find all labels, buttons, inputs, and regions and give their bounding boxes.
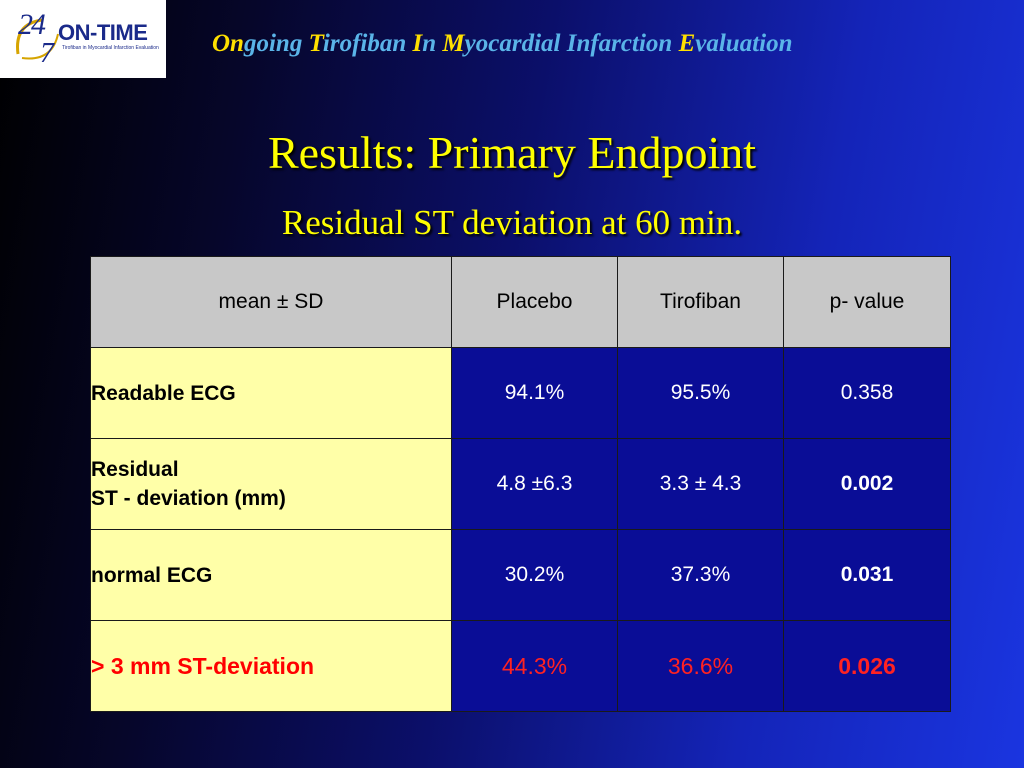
acronym-rest: n — [422, 30, 443, 57]
acronym-rest: going — [243, 30, 309, 57]
acronym-rest: yocardial Infarction — [464, 30, 679, 57]
row-label: > 3 mm ST-deviation — [90, 620, 452, 712]
header-measure: mean ± SD — [90, 256, 452, 348]
logo-number-7: 7 — [40, 38, 54, 69]
logo-name: ON-TIME — [58, 20, 148, 45]
placebo-value: 4.8 ±6.3 — [451, 438, 618, 530]
study-acronym-title: Ongoing Tirofiban In Myocardial Infarcti… — [212, 30, 793, 58]
table-row: normal ECG 30.2% 37.3% 0.031 — [90, 529, 951, 621]
table-row-highlighted: > 3 mm ST-deviation 44.3% 36.6% 0.026 — [90, 620, 951, 712]
placebo-value: 94.1% — [451, 347, 618, 439]
on-time-logo: 24 7 ON-TIME Tirofiban in Myocardial Inf… — [0, 0, 166, 78]
results-table: mean ± SD Placebo Tirofiban p- value Rea… — [90, 256, 951, 712]
p-value: 0.002 — [783, 438, 951, 530]
row-label-line1: Residual — [91, 458, 179, 481]
row-label-line2: ST - deviation (mm) — [91, 487, 286, 510]
tirofiban-value: 37.3% — [617, 529, 784, 621]
tirofiban-value: 95.5% — [617, 347, 784, 439]
tirofiban-value: 36.6% — [617, 620, 784, 712]
acronym-letter: E — [678, 30, 696, 57]
logo-tagline: Tirofiban in Myocardial Infarction Evalu… — [62, 45, 159, 51]
p-value: 0.358 — [783, 347, 951, 439]
acronym-letter: On — [212, 30, 244, 57]
acronym-letter: T — [308, 30, 323, 57]
row-label: Readable ECG — [90, 347, 452, 439]
table-row: Readable ECG 94.1% 95.5% 0.358 — [90, 347, 951, 439]
table-row: Residual ST - deviation (mm) 4.8 ±6.3 3.3… — [90, 438, 951, 530]
p-value: 0.026 — [783, 620, 951, 712]
acronym-letter: I — [412, 30, 423, 57]
placebo-value: 30.2% — [451, 529, 618, 621]
row-label-line1: Readable ECG — [91, 381, 236, 405]
logo-number-24: 24 — [18, 8, 46, 41]
header-tirofiban: Tirofiban — [617, 256, 784, 348]
row-label-line1: > 3 mm ST-deviation — [91, 652, 315, 679]
header-placebo: Placebo — [451, 256, 618, 348]
slide-title: Results: Primary Endpoint — [267, 127, 757, 178]
row-label: normal ECG — [90, 529, 452, 621]
tirofiban-value: 3.3 ± 4.3 — [617, 438, 784, 530]
slide-subtitle: Residual ST deviation at 60 min. — [281, 203, 743, 242]
acronym-rest: irofiban — [322, 30, 413, 57]
row-label: Residual ST - deviation (mm) — [90, 438, 452, 530]
acronym-rest: valuation — [695, 30, 793, 57]
table-header-row: mean ± SD Placebo Tirofiban p- value — [90, 256, 951, 348]
p-value: 0.031 — [783, 529, 951, 621]
placebo-value: 44.3% — [451, 620, 618, 712]
clock-swoosh-icon — [16, 18, 59, 60]
header-p-value: p- value — [783, 256, 951, 348]
acronym-letter: M — [442, 30, 465, 57]
row-label-line1: normal ECG — [91, 563, 213, 587]
